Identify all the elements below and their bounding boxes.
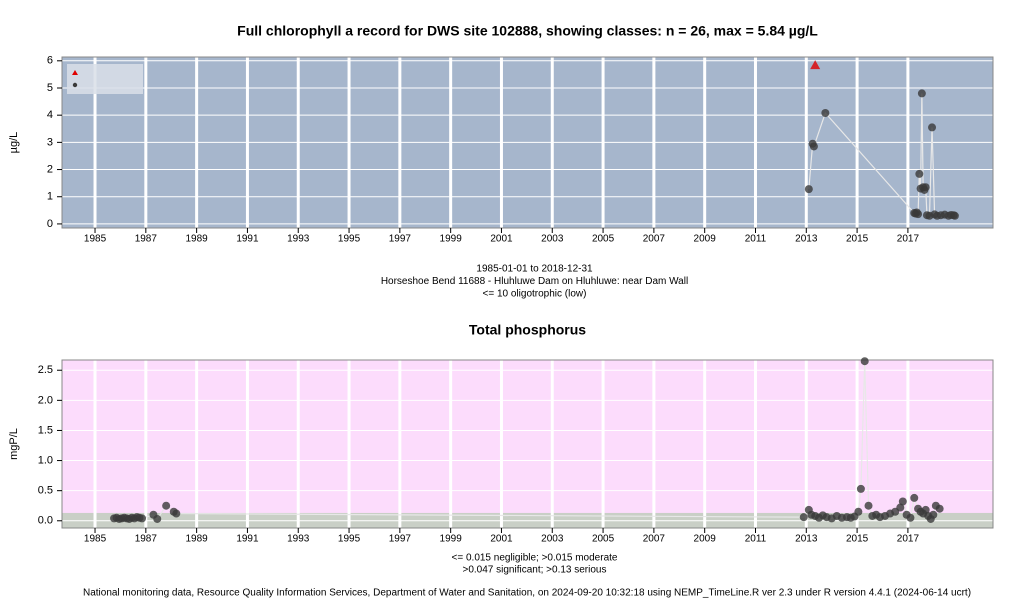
y-tick-label: 0.0: [38, 515, 53, 527]
x-tick-label: 1997: [389, 534, 412, 545]
point: [854, 507, 863, 516]
x-tick-label: 2003: [541, 234, 564, 245]
point: [804, 185, 813, 194]
x-tick-label: 2009: [694, 534, 717, 545]
point: [898, 497, 907, 506]
point: [914, 210, 923, 219]
y-tick-label: 1.0: [38, 454, 53, 466]
point: [915, 169, 924, 178]
y-tick-label: 2.0: [38, 394, 53, 406]
point: [799, 513, 808, 522]
y-tick-label: 3: [47, 136, 53, 148]
point: [950, 211, 959, 220]
point: [821, 109, 830, 118]
point: [138, 514, 147, 523]
point: [906, 513, 915, 522]
point: [921, 183, 930, 192]
x-tick-label: 2017: [897, 234, 920, 245]
x-tick-label: 1985: [84, 234, 107, 245]
point: [921, 505, 930, 514]
x-tick-label: 2013: [795, 234, 818, 245]
point: [928, 123, 937, 132]
x-tick-label: 2011: [745, 534, 767, 545]
note: >0.047 significant; >0.13 serious: [463, 565, 607, 576]
y-axis-label: µg/L: [8, 132, 20, 154]
x-tick-label: 1997: [389, 234, 412, 245]
note: 1985-01-01 to 2018-12-31: [476, 264, 593, 275]
plot-frame: [61, 359, 994, 529]
x-tick-label: 1989: [186, 234, 209, 245]
x-tick-label: 2011: [745, 234, 767, 245]
point: [856, 484, 865, 493]
x-tick-label: 2013: [795, 534, 818, 545]
note: <= 0.015 negligible; >0.015 moderate: [452, 553, 618, 564]
x-tick-label: 1995: [338, 234, 361, 245]
x-tick-label: 2005: [592, 234, 615, 245]
y-tick-label: 2.5: [38, 364, 53, 376]
y-tick-label: 4: [47, 109, 53, 121]
y-tick-label: 2: [47, 163, 53, 175]
point: [864, 501, 873, 510]
x-tick-label: 1987: [135, 534, 158, 545]
legend-marker: [72, 82, 78, 88]
x-tick-label: 1995: [338, 534, 361, 545]
credit: National monitoring data, Resource Quali…: [83, 588, 971, 599]
plot-background: [62, 360, 993, 528]
x-tick-label: 2001: [490, 234, 513, 245]
x-tick-label: 1999: [440, 234, 463, 245]
point: [860, 357, 869, 366]
x-tick-label: 2005: [592, 534, 615, 545]
point: [153, 514, 162, 523]
point: [917, 89, 926, 98]
y-tick-label: 5: [47, 82, 53, 94]
x-tick-label: 2003: [541, 534, 564, 545]
legend-marker: [72, 70, 78, 75]
x-tick-label: 1993: [287, 234, 310, 245]
x-tick-label: 2017: [897, 534, 920, 545]
x-tick-label: 2015: [846, 234, 869, 245]
point: [162, 501, 171, 510]
y-tick-label: 0.5: [38, 485, 53, 497]
chart-title: Full chlorophyll a record for DWS site 1…: [237, 23, 818, 39]
x-tick-label: 1987: [135, 234, 158, 245]
x-tick-label: 1985: [84, 534, 107, 545]
x-tick-label: 1989: [186, 534, 209, 545]
point: [172, 509, 181, 518]
note: Horseshoe Bend 11688 - Hluhluwe Dam on H…: [381, 276, 688, 287]
point: [809, 142, 818, 151]
x-tick-label: 1991: [236, 534, 259, 545]
x-tick-label: 1999: [440, 534, 463, 545]
x-tick-label: 2007: [643, 234, 666, 245]
point: [910, 493, 919, 502]
point: [929, 510, 938, 519]
point: [935, 504, 944, 513]
y-tick-label: 6: [47, 55, 53, 67]
point: [810, 60, 821, 70]
x-tick-label: 1993: [287, 534, 310, 545]
x-tick-label: 2001: [490, 534, 513, 545]
x-tick-label: 1991: [236, 234, 259, 245]
y-axis-label: mgP/L: [8, 428, 20, 460]
y-tick-label: 1.5: [38, 424, 53, 436]
x-tick-label: 2007: [643, 534, 666, 545]
x-tick-label: 2015: [846, 534, 869, 545]
note: <= 10 oligotrophic (low): [483, 289, 587, 300]
legend-box: [67, 64, 143, 94]
point: [896, 503, 905, 512]
y-tick-label: 0: [47, 218, 53, 230]
y-tick-label: 1: [47, 191, 53, 203]
x-tick-label: 2009: [694, 234, 717, 245]
chart-title: Total phosphorus: [469, 322, 586, 338]
